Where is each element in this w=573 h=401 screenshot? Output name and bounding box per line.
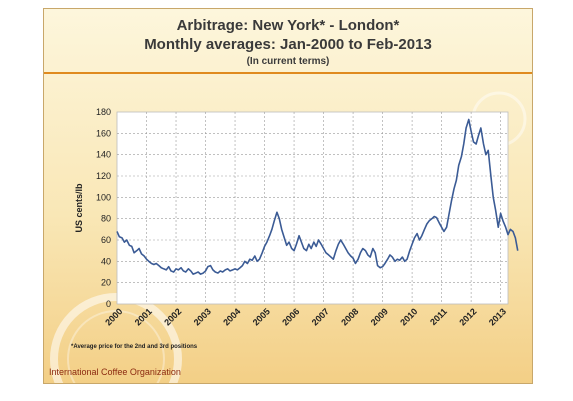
y-tick-label: 60 — [101, 235, 111, 245]
y-tick-label: 40 — [101, 256, 111, 266]
y-tick-label: 140 — [96, 150, 111, 160]
x-tick-label: 2003 — [192, 306, 213, 327]
y-tick-label: 0 — [106, 299, 111, 309]
x-tick-label: 2011 — [428, 306, 449, 327]
y-tick-label: 160 — [96, 128, 111, 138]
slide-panel: Arbitrage: New York* - London* Monthly a… — [43, 8, 533, 384]
series-line — [116, 118, 519, 275]
x-tick-label: 2008 — [339, 306, 360, 327]
x-tick-label: 2005 — [251, 306, 272, 327]
title-divider — [44, 72, 532, 74]
plot-area — [116, 111, 509, 305]
organization-footer: International Coffee Organization — [49, 367, 181, 377]
y-tick-label: 180 — [96, 107, 111, 117]
x-tick-label: 2000 — [103, 306, 124, 327]
y-gridlines — [117, 133, 508, 283]
x-tick-label: 2004 — [221, 306, 242, 327]
x-tick-label: 2013 — [487, 306, 508, 327]
x-tick-label: 2006 — [280, 306, 301, 327]
x-tick-label: 2012 — [457, 306, 478, 327]
x-tick-labels: 2000 2001 2002 2003 2004 2005 2006 2007 2008 2009… — [103, 306, 508, 327]
series-group — [116, 118, 519, 275]
x-gridlines — [146, 112, 501, 304]
y-tick-label: 120 — [96, 171, 111, 181]
y-tick-label: 20 — [101, 278, 111, 288]
y-axis-label: US cents/lb — [74, 183, 84, 233]
footnote: *Average price for the 2nd and 3rd posit… — [71, 344, 198, 350]
x-tick-label: 2007 — [310, 306, 331, 327]
x-tick-label: 2002 — [162, 306, 183, 327]
y-tick-label: 100 — [96, 192, 111, 202]
y-tick-labels: 0 20 40 60 80 100 120 140 160 180 — [96, 107, 111, 309]
x-tick-label: 2001 — [133, 306, 154, 327]
x-tick-label: 2009 — [369, 306, 390, 327]
y-tick-label: 80 — [101, 214, 111, 224]
chart-note: (In current terms) — [246, 56, 330, 67]
x-tick-label: 2010 — [398, 306, 419, 327]
chart-subtitle: Monthly averages: Jan-2000 to Feb-2013 — [144, 36, 432, 53]
chart-title: Arbitrage: New York* - London* — [176, 17, 400, 34]
